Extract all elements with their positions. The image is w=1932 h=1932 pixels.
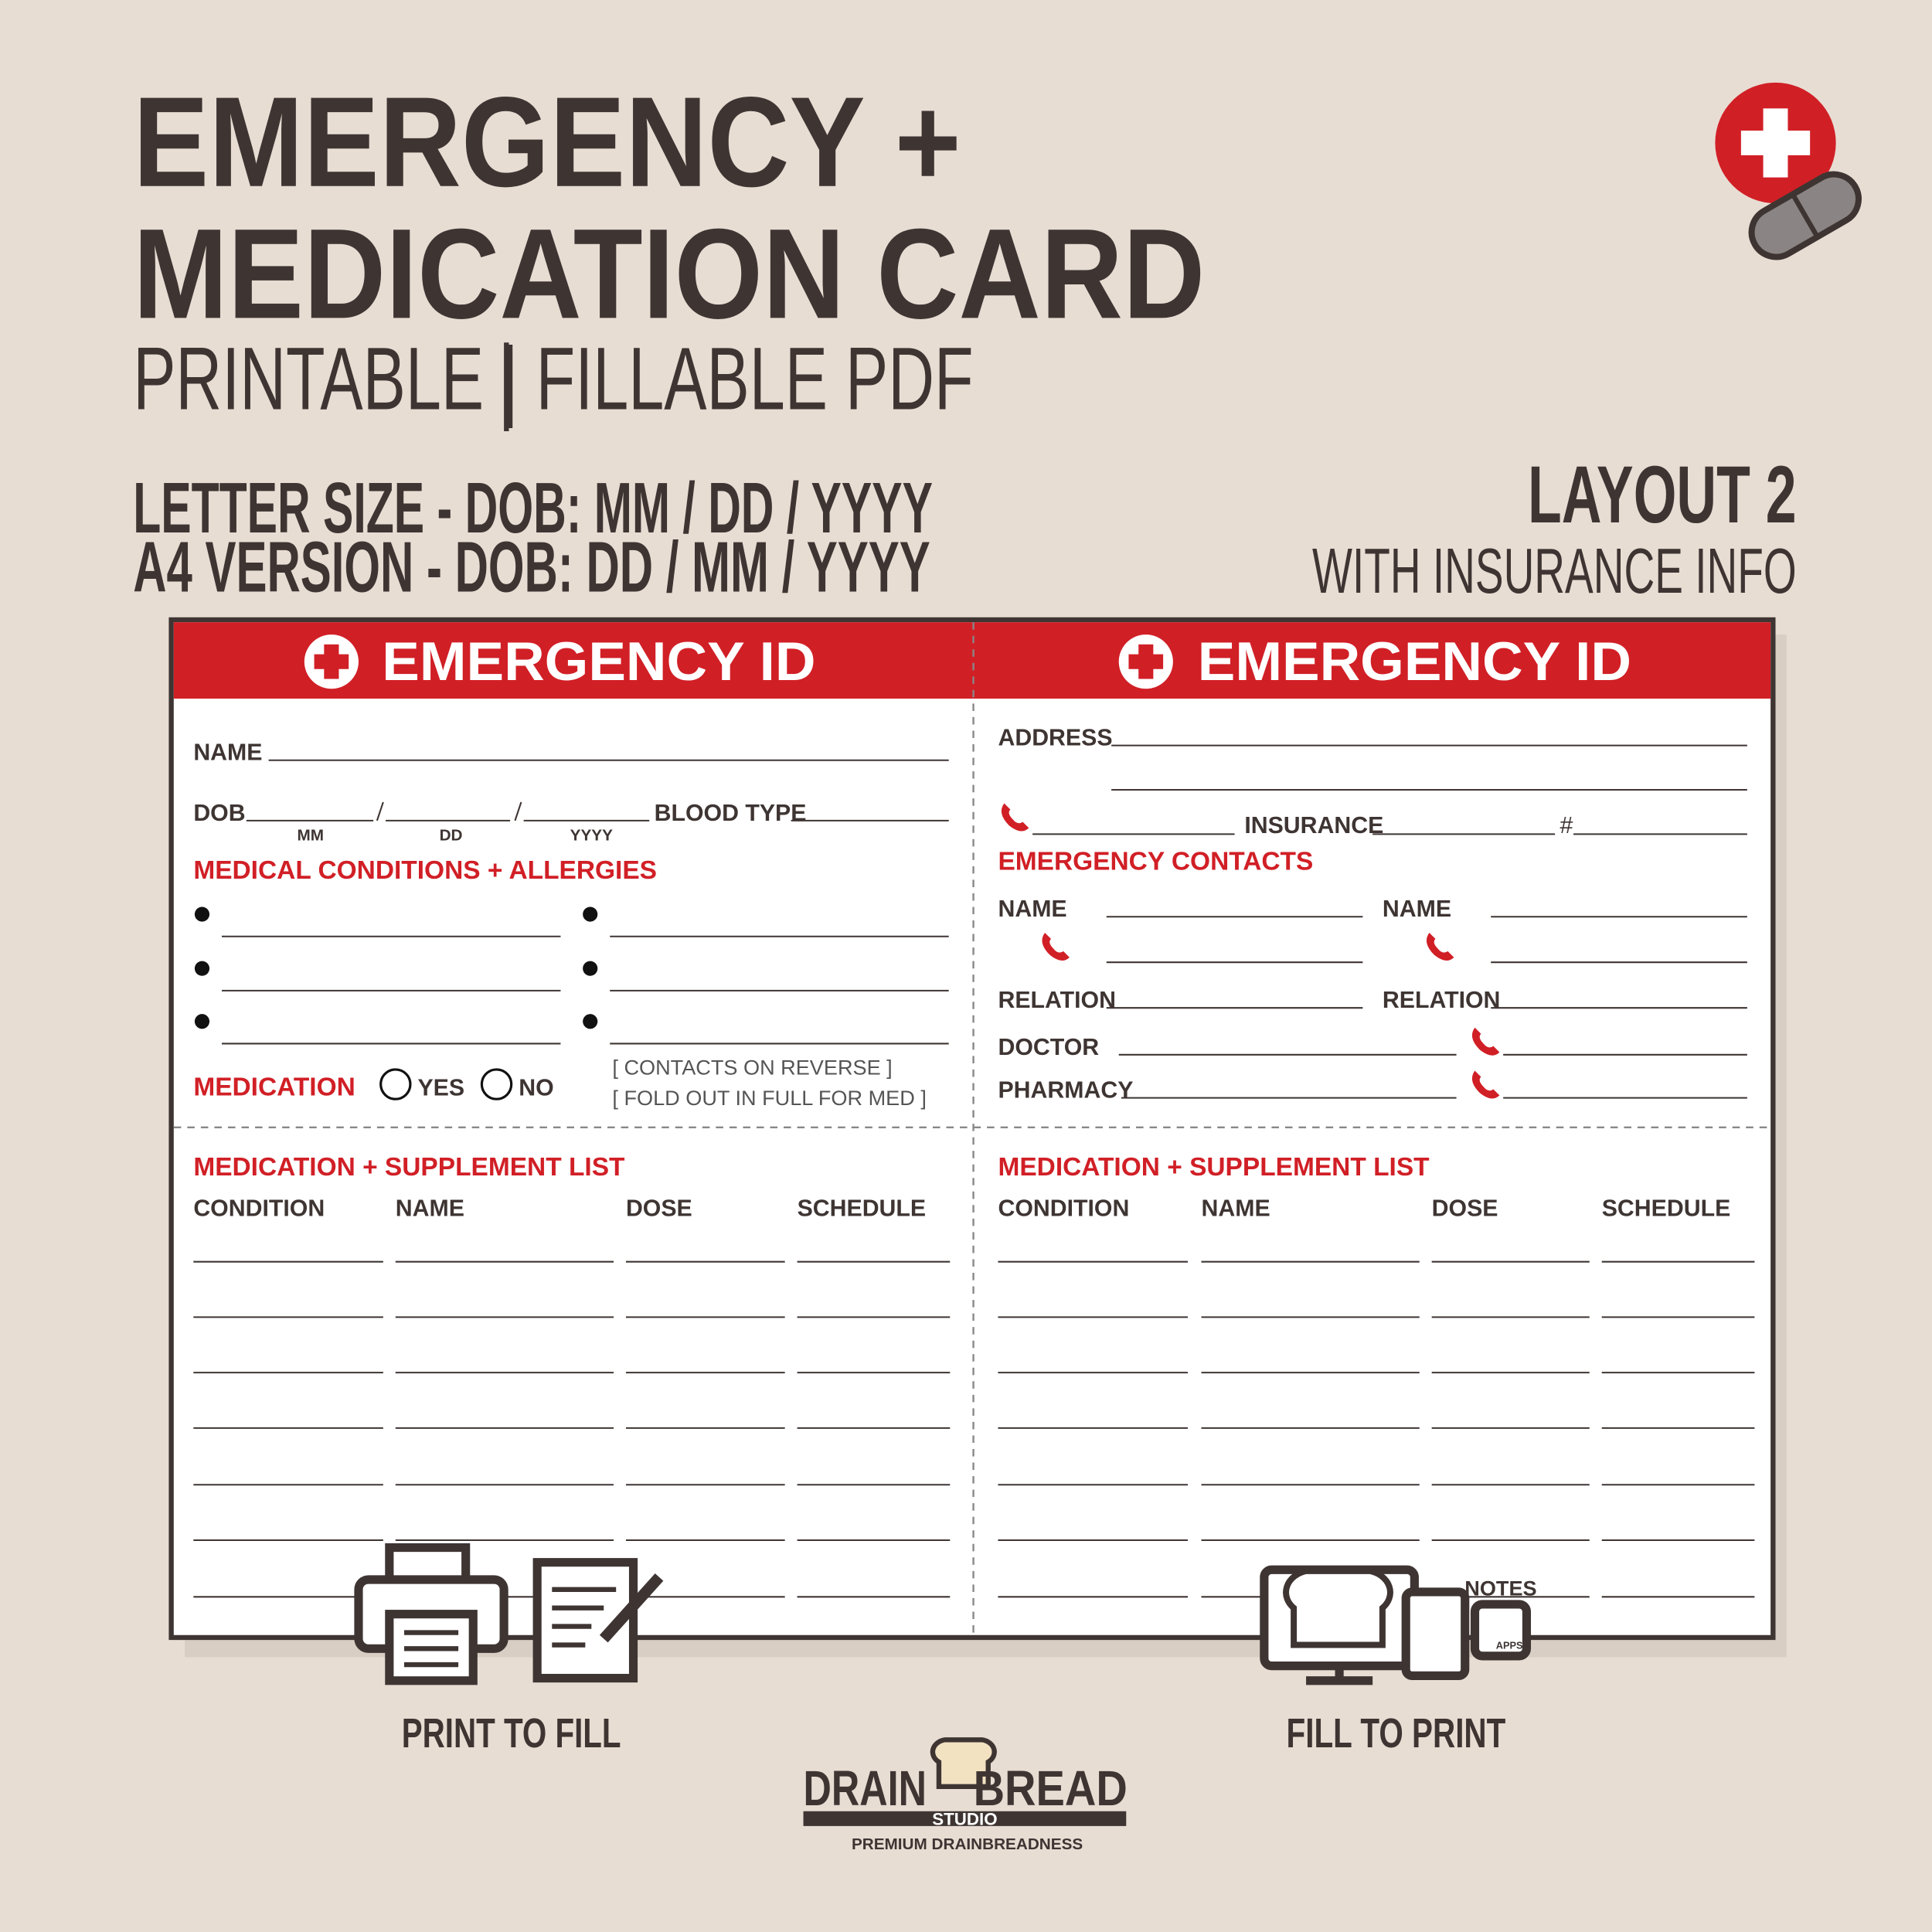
- slash: [376, 801, 384, 821]
- column-header: DOSE: [1432, 1196, 1498, 1222]
- caption: PRINT TO FILL: [402, 1710, 621, 1757]
- card-header: [173, 622, 1771, 699]
- label: RELATION: [1383, 988, 1501, 1013]
- label: DOB: [193, 801, 245, 826]
- bullet: [194, 1014, 210, 1029]
- form-lines: [193, 744, 1755, 1598]
- label: INSURANCE: [1244, 813, 1383, 838]
- medical-icon: [1715, 82, 1862, 260]
- column-header: CONDITION: [193, 1196, 325, 1222]
- caption: FILL TO PRINT: [1287, 1710, 1506, 1757]
- label: BLOOD TYPE: [655, 801, 807, 826]
- column-header: DOSE: [626, 1196, 692, 1222]
- layout-title: LAYOUT 2: [1528, 450, 1797, 540]
- phone-icon: [1426, 932, 1454, 961]
- layout-subtitle: WITH INSURANCE INFO: [1312, 535, 1797, 607]
- label: RELATION: [998, 988, 1116, 1013]
- section-title: EMERGENCY CONTACTS: [998, 848, 1313, 876]
- column-header: SCHEDULE: [798, 1196, 927, 1222]
- label: MM: [298, 826, 325, 844]
- bullet: [583, 906, 598, 922]
- label: #: [1560, 813, 1573, 838]
- header-icons: [304, 634, 1173, 689]
- size-info: LETTER SIZE - DOB: MM / DD / YYYY: [133, 468, 933, 548]
- logo: DRAIN: [804, 1760, 927, 1816]
- label: YES: [417, 1075, 464, 1100]
- title: EMERGENCY +: [133, 71, 961, 214]
- column-header: CONDITION: [998, 1196, 1129, 1222]
- section-title: MEDICAL CONDITIONS + ALLERGIES: [193, 856, 657, 885]
- section-title: MEDICATION + SUPPLEMENT LIST: [193, 1153, 625, 1182]
- label: DD: [440, 826, 463, 844]
- section-title: MEDICATION + SUPPLEMENT LIST: [998, 1153, 1430, 1182]
- logo: BREAD: [974, 1760, 1128, 1816]
- note: [ FOLD OUT IN FULL FOR MED ]: [612, 1086, 926, 1110]
- tagline: PREMIUM DRAINBREADNESS: [852, 1835, 1083, 1853]
- note: [ CONTACTS ON REVERSE ]: [612, 1055, 892, 1079]
- section-title: MEDICATION: [193, 1073, 355, 1101]
- subtitle: PRINTABLE | FILLABLE PDF: [133, 329, 973, 428]
- bullet: [194, 961, 210, 976]
- label: NAME: [1383, 896, 1451, 922]
- phone-icon: [1001, 803, 1029, 832]
- column-header: SCHEDULE: [1602, 1196, 1731, 1222]
- label: PHARMACY: [998, 1078, 1133, 1104]
- label: NAME: [193, 740, 262, 766]
- phone-icon: [1042, 932, 1070, 961]
- logo: STUDIO: [932, 1809, 997, 1828]
- icon-label: APPS: [1496, 1639, 1523, 1651]
- label: ADDRESS: [998, 726, 1112, 751]
- bullet: [194, 906, 210, 922]
- phone-icon: [1471, 1027, 1500, 1056]
- phone-icon: [1471, 1070, 1500, 1099]
- bullet: [583, 1014, 598, 1029]
- label: YYYY: [570, 826, 613, 844]
- size-info: A4 VERSION - DOB: DD / MM / YYYY: [133, 526, 930, 607]
- card-heading: EMERGENCY ID: [1198, 631, 1631, 692]
- label: NO: [519, 1075, 553, 1100]
- title: MEDICATION CARD: [133, 202, 1205, 345]
- label: NAME: [998, 896, 1066, 922]
- footer-icons: [354, 1543, 1532, 1826]
- bullet: [583, 961, 598, 976]
- slash: [514, 801, 522, 821]
- icon-label: NOTES: [1464, 1577, 1536, 1600]
- column-header: NAME: [396, 1196, 464, 1222]
- radio: [379, 1068, 412, 1100]
- card-heading: EMERGENCY ID: [382, 631, 815, 692]
- label: DOCTOR: [998, 1035, 1099, 1060]
- radio: [480, 1068, 513, 1100]
- column-header: NAME: [1202, 1196, 1270, 1222]
